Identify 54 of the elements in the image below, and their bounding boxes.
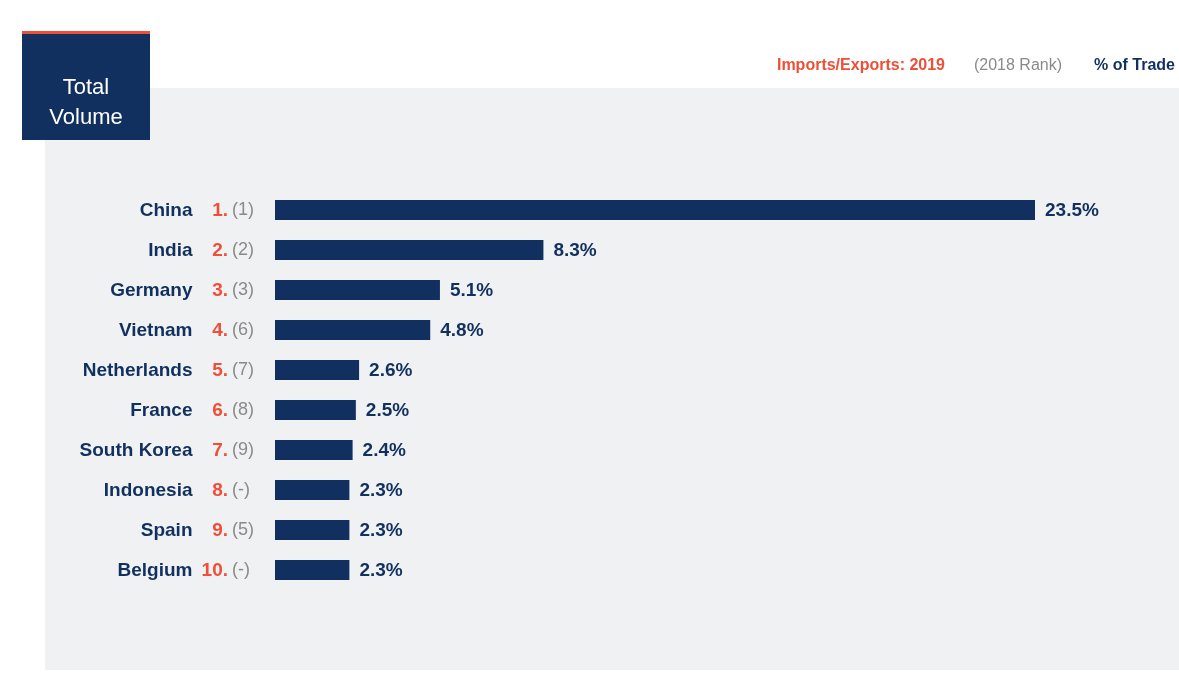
text: 5. — [212, 359, 228, 380]
data-label: 2.6% — [369, 359, 413, 380]
y-tick-label: France — [130, 399, 193, 420]
y-tick-label: India — [148, 239, 193, 260]
bar — [275, 200, 1035, 220]
text: (3) — [232, 279, 254, 299]
text: 10. — [201, 559, 228, 580]
y-tick-label: Belgium — [117, 559, 193, 580]
data-label: 5.1% — [449, 279, 494, 300]
text: 6. — [212, 399, 228, 420]
y-tick-label: Germany — [110, 279, 193, 300]
text: Total Volume — [49, 74, 123, 129]
text: 7. — [212, 439, 228, 460]
text: 2. — [212, 239, 228, 260]
text: (7) — [232, 359, 254, 379]
bar — [275, 280, 440, 300]
bar — [275, 360, 360, 380]
text: 3. — [212, 279, 228, 300]
text: 1. — [212, 199, 228, 220]
data-label: 2.3% — [359, 519, 403, 540]
bar — [275, 520, 350, 540]
text: (1) — [232, 199, 254, 219]
text: (6) — [232, 319, 254, 339]
bar — [275, 560, 350, 580]
text: 9. — [212, 519, 228, 540]
text: Imports/Exports: 2019 — [776, 56, 946, 73]
y-tick-label: Vietnam — [118, 319, 193, 340]
data-label: 2.4% — [362, 439, 407, 460]
data-label: 2.3% — [359, 479, 403, 500]
bar — [275, 480, 350, 500]
bar — [275, 320, 431, 340]
text: (8) — [232, 399, 254, 419]
y-tick-label: South Korea — [79, 439, 193, 460]
text: (2) — [232, 239, 254, 259]
data-label: 2.5% — [365, 399, 410, 420]
y-tick-label: China — [139, 199, 193, 220]
data-label: 4.8% — [440, 319, 484, 340]
data-label: 23.5% — [1045, 199, 1099, 220]
text: (2018 Rank) — [973, 56, 1062, 73]
text: (9) — [232, 439, 254, 459]
data-label: 2.3% — [359, 559, 403, 580]
text: % of Trade — [1094, 56, 1176, 73]
text: 4. — [212, 319, 228, 340]
bar — [275, 400, 356, 420]
bar — [275, 240, 544, 260]
y-tick-label: Netherlands — [82, 359, 193, 380]
data-label: 8.3% — [553, 239, 597, 260]
text: (-) — [232, 559, 250, 579]
bar — [275, 440, 353, 460]
text: 8. — [212, 479, 228, 500]
text: (5) — [232, 519, 254, 539]
text: (-) — [232, 479, 250, 499]
y-tick-label: Spain — [140, 519, 193, 540]
y-tick-label: Indonesia — [103, 479, 193, 500]
